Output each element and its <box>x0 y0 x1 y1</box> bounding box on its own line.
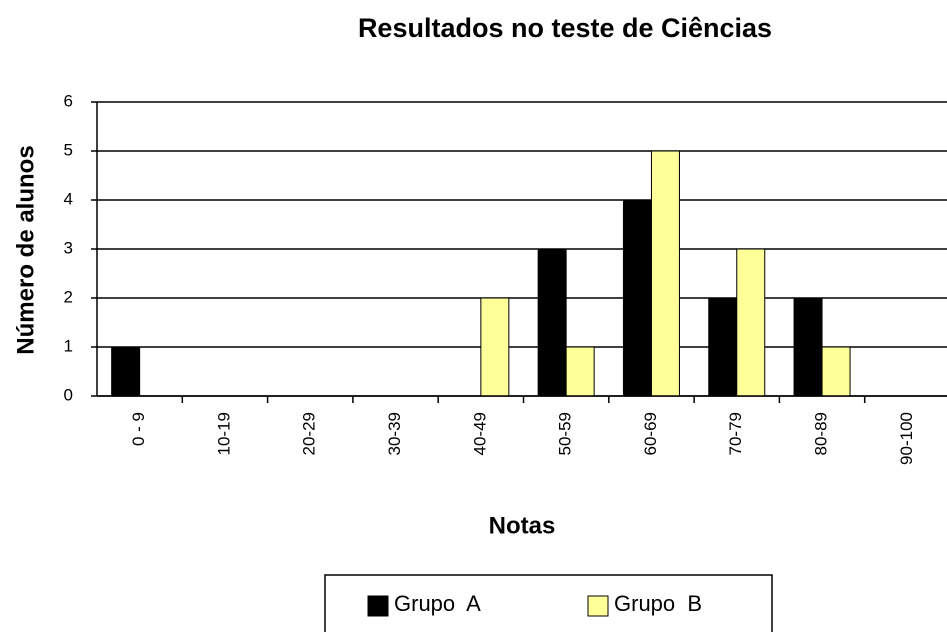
chart-title: Resultados no teste de Ciências <box>358 13 772 43</box>
y-tick-label: 4 <box>64 189 73 208</box>
x-tick-label: 90-100 <box>897 412 916 465</box>
legend-box <box>324 574 773 632</box>
x-tick-label: 0 - 9 <box>129 412 148 446</box>
bar <box>480 297 510 397</box>
bar <box>565 346 595 397</box>
x-axis-label: Notas <box>489 512 556 539</box>
bar <box>821 346 851 397</box>
y-tick-label: 0 <box>64 385 73 404</box>
bar <box>537 248 567 397</box>
x-tick-label: 20-29 <box>300 412 319 455</box>
x-tick-label: 70-79 <box>726 412 745 455</box>
x-tick-label: 50-59 <box>556 412 575 455</box>
legend-label: Grupo B <box>614 591 702 616</box>
y-tick-label: 5 <box>64 140 73 159</box>
bar <box>736 248 766 397</box>
y-tick-label: 2 <box>64 287 73 306</box>
bar <box>793 297 823 397</box>
y-tick-label: 6 <box>64 91 73 110</box>
x-tick-label: 60-69 <box>641 412 660 455</box>
y-axis-label: Número de alunos <box>12 145 39 354</box>
bar <box>111 346 141 397</box>
x-tick-label: 80-89 <box>812 412 831 455</box>
legend-swatch <box>367 595 389 617</box>
x-tick-label: 10-19 <box>214 412 233 455</box>
y-tick-label: 1 <box>64 336 73 355</box>
legend-label: Grupo A <box>394 591 481 616</box>
legend-swatch <box>587 595 609 617</box>
bar <box>650 150 680 397</box>
x-tick-label: 30-39 <box>385 412 404 455</box>
bar <box>708 297 738 397</box>
bar <box>622 199 652 397</box>
x-tick-label: 40-49 <box>470 412 489 455</box>
y-tick-label: 3 <box>64 238 73 257</box>
